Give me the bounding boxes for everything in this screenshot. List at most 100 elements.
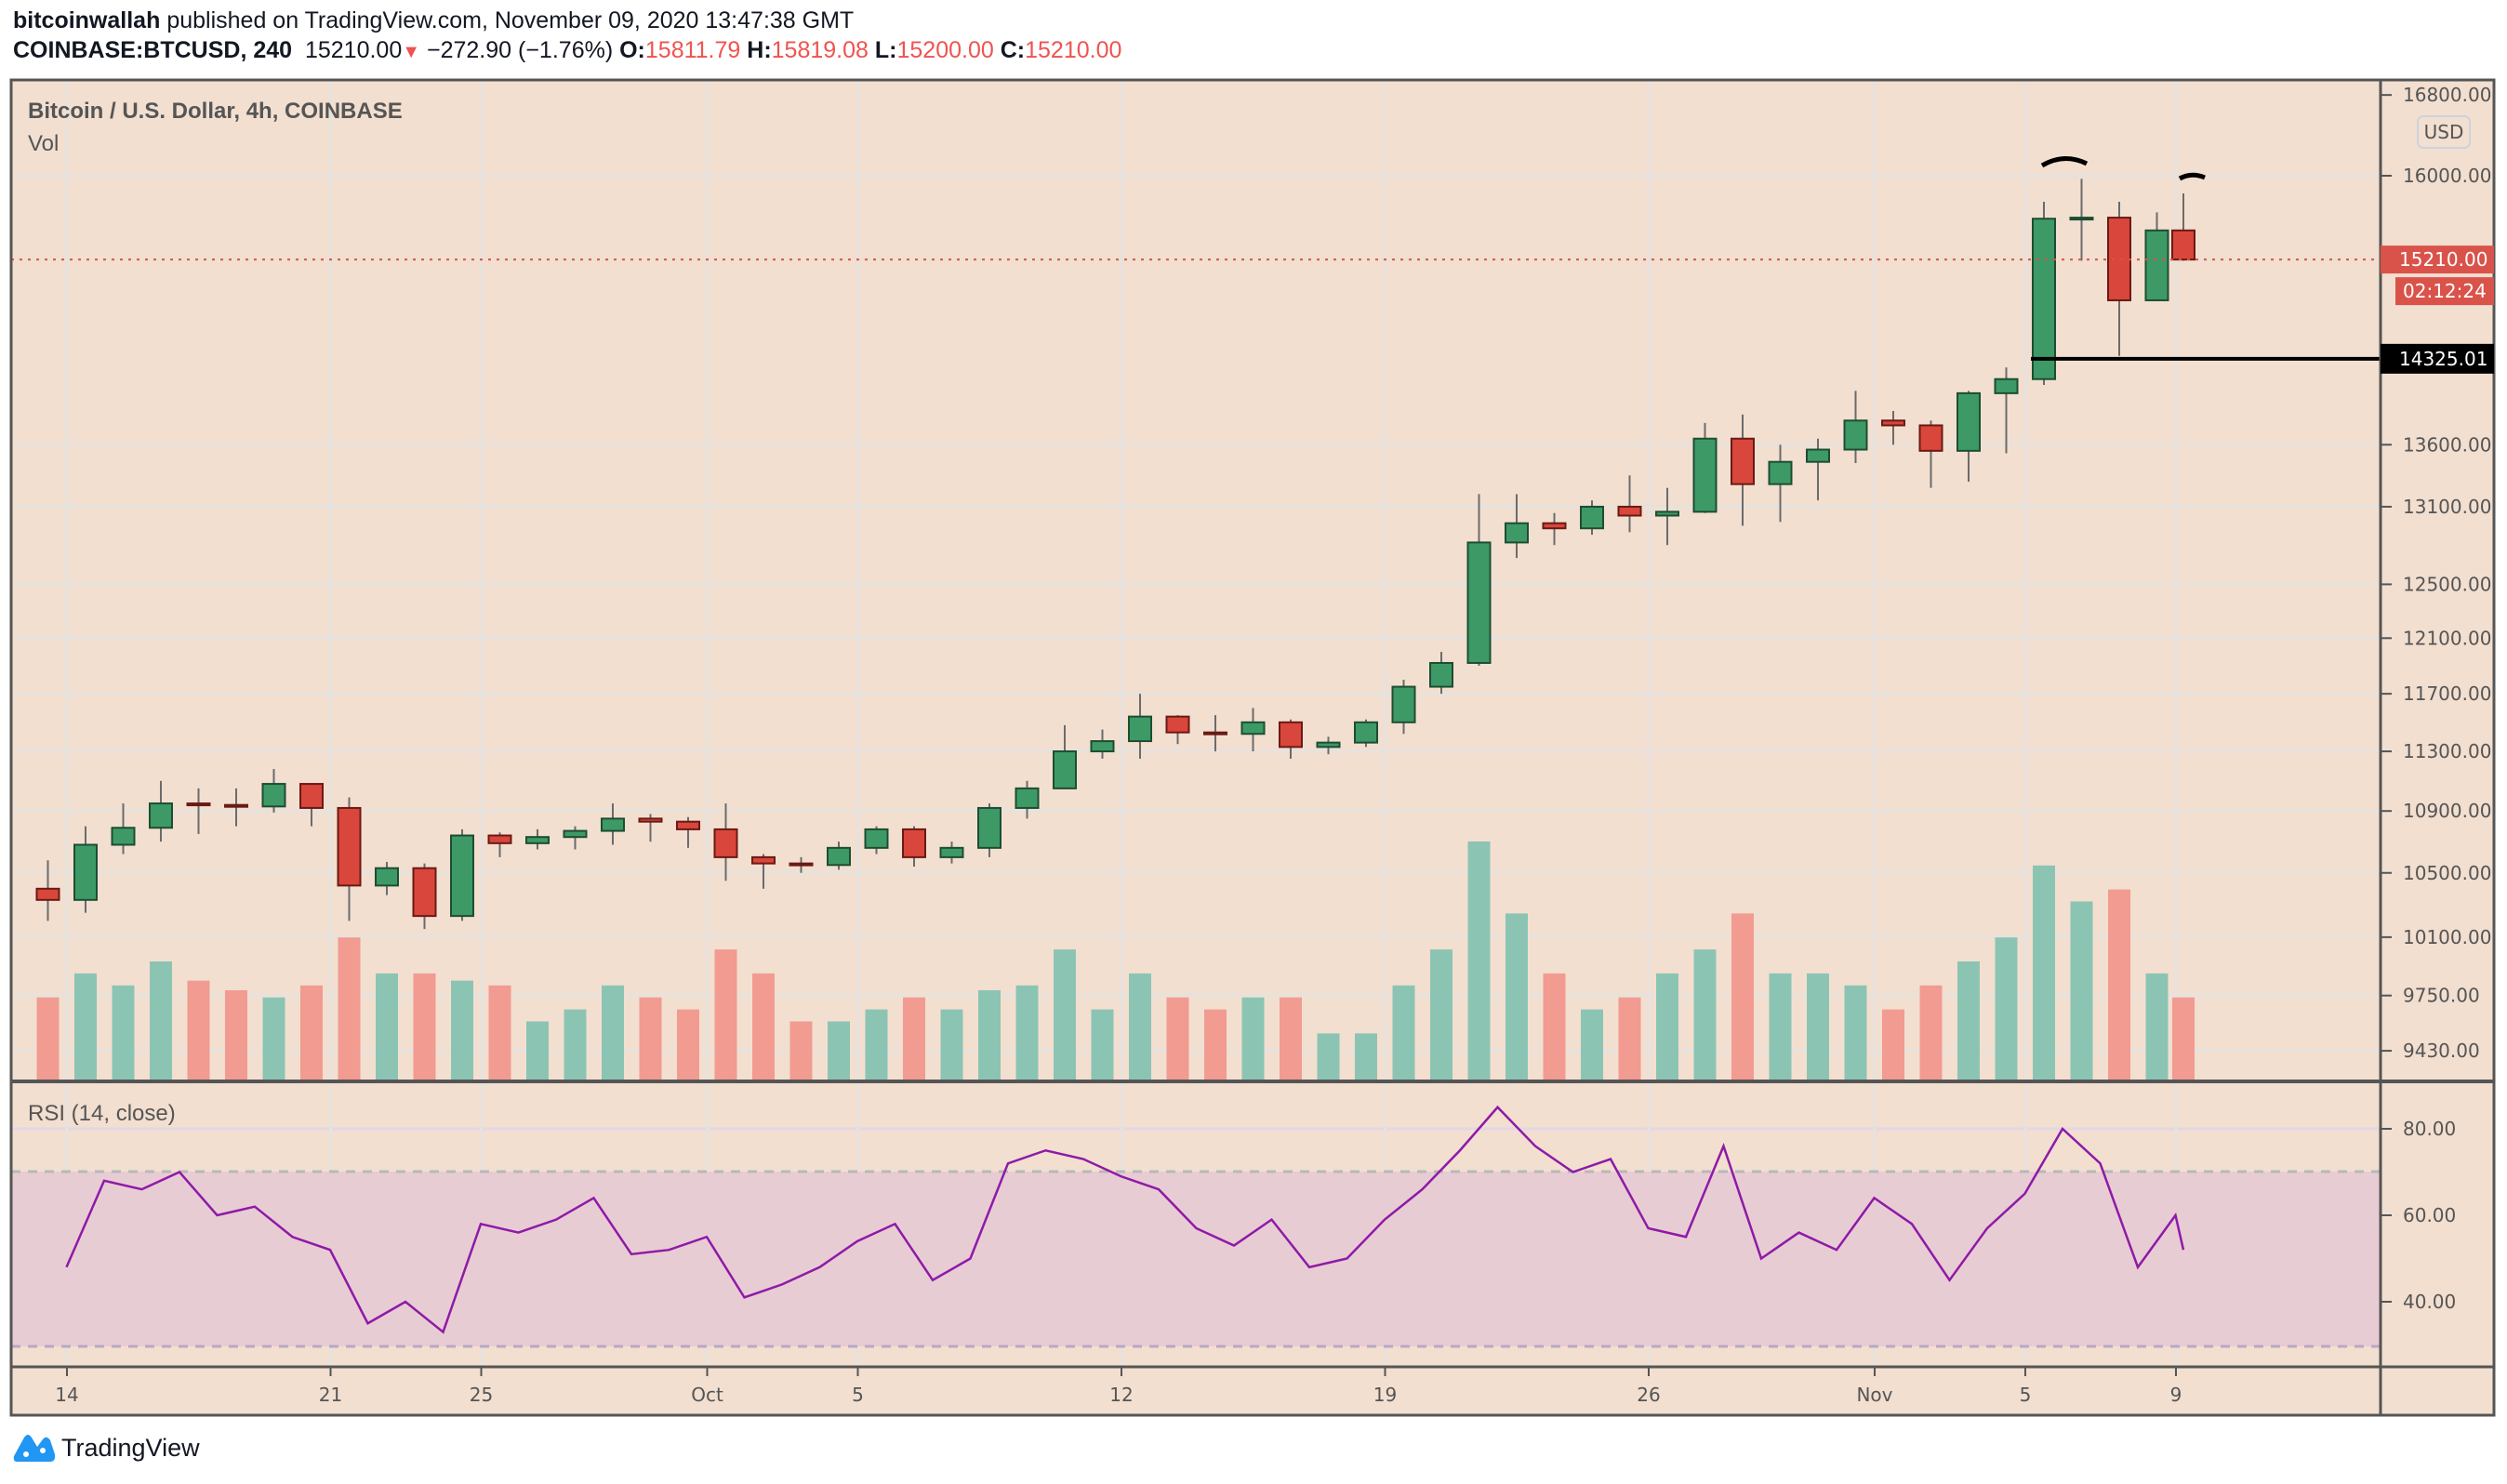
- close-value: 15210.00: [1025, 37, 1122, 63]
- rsi-tick-label: 60.00: [2403, 1204, 2456, 1226]
- candle[interactable]: [525, 836, 550, 844]
- candle[interactable]: [1015, 787, 1040, 809]
- candle[interactable]: [1279, 721, 1303, 749]
- candle[interactable]: [2144, 229, 2169, 301]
- candle[interactable]: [638, 817, 663, 823]
- time-tick-label: 25: [470, 1384, 493, 1406]
- volume-bar: [1204, 1009, 1227, 1081]
- time-axis[interactable]: 14 21 25 Oct 5 12 19 26 Nov 5 9: [55, 1367, 2182, 1406]
- candle[interactable]: [1806, 448, 1830, 463]
- volume-bar: [150, 961, 172, 1081]
- low-label: L:: [874, 37, 897, 63]
- candle[interactable]: [1053, 750, 1077, 789]
- candle[interactable]: [1429, 661, 1453, 688]
- candle[interactable]: [35, 887, 60, 901]
- candle[interactable]: [1354, 721, 1378, 744]
- volume-bar: [1054, 949, 1076, 1081]
- time-tick-label: 26: [1637, 1384, 1660, 1406]
- candle[interactable]: [337, 806, 362, 887]
- price-tick-label: 16800.00: [2403, 84, 2491, 106]
- time-tick-label: Nov: [1856, 1384, 1892, 1406]
- top-arc-annotation[interactable]: [2040, 156, 2089, 168]
- candle[interactable]: [261, 783, 286, 808]
- countdown-text: 02:12:24: [2403, 280, 2487, 302]
- volume-bar: [1995, 937, 2018, 1081]
- down-triangle-icon: ▼: [402, 42, 421, 62]
- candle[interactable]: [2171, 229, 2195, 261]
- candle[interactable]: [1918, 424, 1943, 452]
- volume-bar: [1693, 949, 1717, 1081]
- candle[interactable]: [487, 834, 512, 844]
- candle[interactable]: [1957, 391, 1981, 452]
- candle[interactable]: [1731, 437, 1755, 485]
- volume-bar: [1581, 1009, 1603, 1081]
- candle[interactable]: [1655, 510, 1679, 517]
- volume-bar: [2108, 889, 2130, 1081]
- candle[interactable]: [977, 806, 1001, 849]
- price-axis[interactable]: 16800.00 16000.00 13600.00 13100.00 12500.00…: [2381, 84, 2491, 1313]
- volume-bar: [978, 989, 1001, 1081]
- candle[interactable]: [1692, 437, 1718, 513]
- candle[interactable]: [1466, 541, 1492, 664]
- candle[interactable]: [1165, 715, 1190, 734]
- level-text: 14325.01: [2399, 348, 2487, 370]
- currency-badge[interactable]: [2417, 115, 2471, 149]
- candle[interactable]: [224, 803, 248, 808]
- candle[interactable]: [1617, 505, 1642, 517]
- candle[interactable]: [450, 834, 474, 918]
- candle[interactable]: [186, 802, 211, 807]
- candle[interactable]: [1203, 731, 1227, 735]
- tradingview-cloud-icon: [13, 1435, 56, 1462]
- candle[interactable]: [111, 827, 136, 846]
- candle[interactable]: [2107, 217, 2131, 301]
- volume-bar: [1241, 997, 1265, 1081]
- candle[interactable]: [713, 828, 738, 858]
- candle[interactable]: [149, 802, 173, 829]
- rsi-line: [65, 1105, 2185, 1334]
- candle[interactable]: [1128, 715, 1152, 743]
- candle[interactable]: [412, 867, 437, 918]
- candle[interactable]: [2069, 217, 2094, 221]
- candle[interactable]: [1542, 522, 1567, 530]
- candle[interactable]: [789, 862, 814, 867]
- rsi-title: RSI (14, close): [28, 1101, 176, 1126]
- candle[interactable]: [939, 846, 964, 858]
- candle[interactable]: [563, 829, 588, 839]
- candle[interactable]: [601, 817, 625, 832]
- candle[interactable]: [864, 828, 889, 849]
- candle[interactable]: [299, 783, 324, 809]
- last-value: 15210.00: [304, 37, 403, 63]
- tradingview-logo[interactable]: TradingView: [13, 1432, 200, 1464]
- volume-bar: [1957, 961, 1980, 1081]
- price-tick-label: 10500.00: [2403, 862, 2491, 884]
- candle[interactable]: [1580, 505, 1604, 530]
- last-price-text: 15210.00: [2399, 248, 2487, 271]
- candle[interactable]: [1843, 419, 1868, 451]
- candle[interactable]: [676, 820, 700, 830]
- candle[interactable]: [375, 867, 399, 887]
- candle[interactable]: [751, 855, 776, 865]
- candle[interactable]: [1768, 460, 1793, 485]
- candles: [35, 179, 2195, 930]
- open-value: 15811.79: [644, 37, 741, 63]
- candle[interactable]: [2032, 218, 2056, 380]
- candle[interactable]: [1505, 522, 1529, 544]
- high-label: H:: [747, 37, 772, 63]
- candle[interactable]: [1316, 741, 1341, 749]
- top-arc-annotation[interactable]: [2178, 172, 2206, 181]
- candle[interactable]: [1391, 685, 1416, 723]
- price-tick-label: 9430.00: [2403, 1040, 2480, 1062]
- candle[interactable]: [1240, 721, 1266, 735]
- candle[interactable]: [73, 843, 98, 901]
- candle[interactable]: [827, 846, 851, 867]
- candle[interactable]: [902, 828, 926, 858]
- candle[interactable]: [1994, 378, 2019, 394]
- author-name[interactable]: bitcoinwallah: [13, 7, 161, 33]
- price-tick-label: 11300.00: [2403, 740, 2491, 762]
- volume-bar: [1430, 949, 1452, 1081]
- candle[interactable]: [1881, 419, 1905, 427]
- candle[interactable]: [1090, 740, 1115, 753]
- volume-bar: [1392, 985, 1415, 1081]
- volume-bar: [413, 973, 436, 1081]
